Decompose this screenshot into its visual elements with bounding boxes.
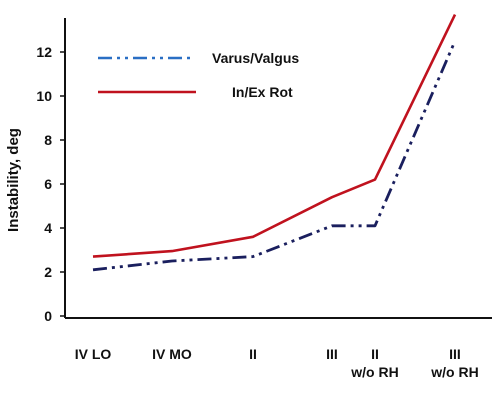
y-tick-label: 2: [44, 264, 52, 280]
y-tick-label: 8: [44, 132, 52, 148]
x-tick-label: IV MO: [152, 346, 192, 362]
x-tick-label-line: II: [249, 346, 257, 362]
y-tick-label: 4: [44, 220, 52, 236]
x-tick-label-line: w/o RH: [430, 364, 478, 380]
x-tick-label-line: IV MO: [152, 346, 192, 362]
x-tick-label: III: [326, 346, 338, 362]
x-tick-label: IV LO: [75, 346, 112, 362]
x-tick-label: II w/o RH: [350, 346, 398, 380]
series-line-varus-valgus: [92, 40, 457, 272]
y-tick-label: 10: [36, 88, 52, 104]
x-tick-label-line: w/o RH: [350, 364, 398, 380]
x-tick-label-line: III: [449, 346, 461, 362]
x-tick-label-line: II: [371, 346, 379, 362]
x-tick-label: III w/o RH: [430, 346, 478, 380]
y-tick-label: 12: [36, 44, 52, 60]
legend: Varus/Valgus In/Ex Rot: [98, 50, 299, 100]
x-tick-label: II: [249, 346, 257, 362]
series-line-in-ex-rot: [92, 14, 457, 258]
y-tick-label: 6: [44, 176, 52, 192]
plot-area: [92, 14, 457, 272]
y-tick-label: 0: [44, 308, 52, 324]
legend-label: Varus/Valgus: [212, 50, 299, 66]
legend-label: In/Ex Rot: [232, 84, 293, 100]
x-tick-label-line: III: [326, 346, 338, 362]
y-axis-label: Instability, deg: [5, 128, 22, 232]
x-tick-label-line: IV LO: [75, 346, 112, 362]
